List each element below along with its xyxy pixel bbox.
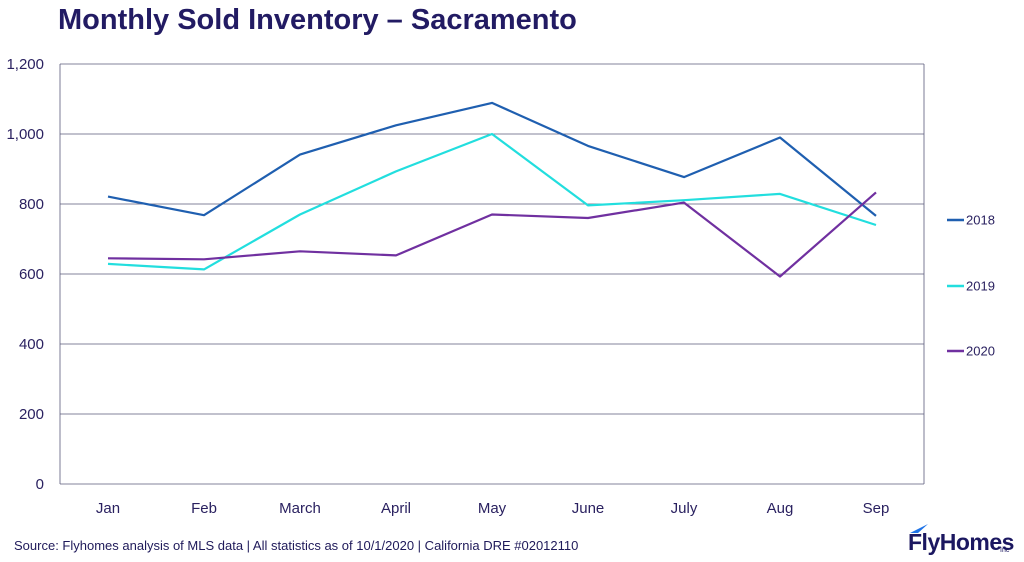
- x-tick-label: Aug: [767, 500, 794, 517]
- y-tick-label: 1,200: [6, 56, 44, 73]
- x-axis-tick-labels: Jan Feb March April May June July Aug Sep: [96, 500, 889, 517]
- legend-label-2019: 2019: [966, 279, 995, 294]
- grid-lines: [59, 63, 925, 485]
- y-tick-label: 600: [19, 266, 44, 283]
- logo-suffix: Inc: [1000, 547, 1010, 554]
- chart-title: Monthly Sold Inventory – Sacramento: [58, 4, 577, 36]
- source-footnote: Source: Flyhomes analysis of MLS data | …: [14, 538, 579, 553]
- series-line-2020: [107, 191, 877, 278]
- x-tick-label: April: [381, 500, 411, 517]
- series-line-2018: [107, 101, 877, 217]
- x-tick-label: July: [671, 500, 698, 517]
- y-axis-tick-labels: 0 200 400 600 800 1,000 1,200: [6, 56, 44, 493]
- y-tick-label: 800: [19, 196, 44, 213]
- series-line-2019: [107, 132, 877, 271]
- flyhomes-logo: FlyHomes Inc: [908, 524, 1014, 557]
- y-tick-label: 0: [36, 476, 44, 493]
- logo-text: FlyHomes: [908, 529, 1014, 555]
- y-tick-label: 400: [19, 336, 44, 353]
- x-tick-label: Jan: [96, 500, 120, 517]
- x-tick-label: March: [279, 500, 321, 517]
- legend-label-2018: 2018: [966, 213, 995, 228]
- y-tick-label: 200: [19, 406, 44, 423]
- x-tick-label: Sep: [863, 500, 890, 517]
- logo-wing-icon: [910, 524, 928, 533]
- x-tick-label: May: [478, 500, 507, 517]
- x-tick-label: Feb: [191, 500, 217, 517]
- legend-label-2020: 2020: [966, 344, 995, 359]
- y-tick-label: 1,000: [6, 126, 44, 143]
- x-tick-label: June: [572, 500, 605, 517]
- series-lines: [107, 101, 877, 278]
- legend: 2018 2019 2020: [947, 213, 995, 359]
